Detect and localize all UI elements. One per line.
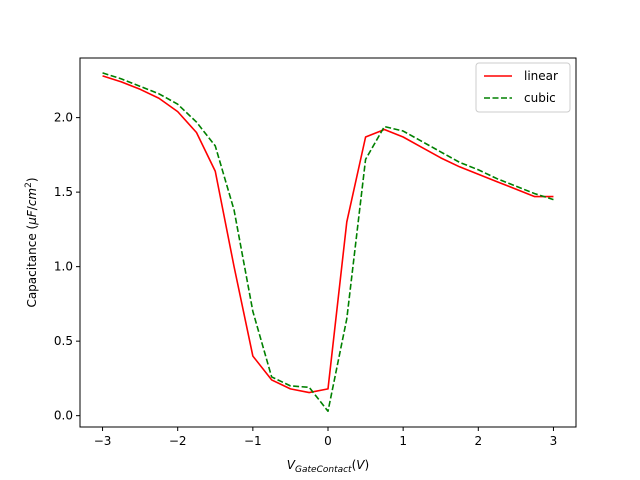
x-tick-label: 2 — [474, 434, 482, 448]
ticks-layer: −3 −2 −1 0 1 2 3 0.0 0.5 1.0 1.5 2.0 — [54, 111, 557, 448]
y-tick-label: 1.0 — [54, 260, 73, 274]
series-line-cubic — [102, 72, 554, 413]
x-tick-label: −1 — [244, 434, 262, 448]
legend-label-linear: linear — [524, 69, 558, 83]
plot-area — [80, 58, 576, 427]
x-tick-label: 1 — [399, 434, 407, 448]
x-tick-label: −3 — [94, 434, 112, 448]
x-tick-label: −2 — [169, 434, 187, 448]
legend-label-cubic: cubic — [524, 91, 556, 105]
x-tick-label: 3 — [550, 434, 558, 448]
y-tick-label: 0.0 — [54, 409, 73, 423]
x-axis-label: VGateContact(V) — [287, 458, 369, 475]
series-layer — [102, 72, 554, 413]
y-tick-label: 2.0 — [54, 111, 73, 125]
x-tick-label: 0 — [324, 434, 332, 448]
y-tick-label: 0.5 — [54, 334, 73, 348]
legend: linear cubic — [475, 62, 571, 113]
y-axis-label: Capacitance (μF/cm2) — [24, 177, 39, 307]
y-tick-label: 1.5 — [54, 185, 73, 199]
series-line-linear — [102, 75, 554, 394]
